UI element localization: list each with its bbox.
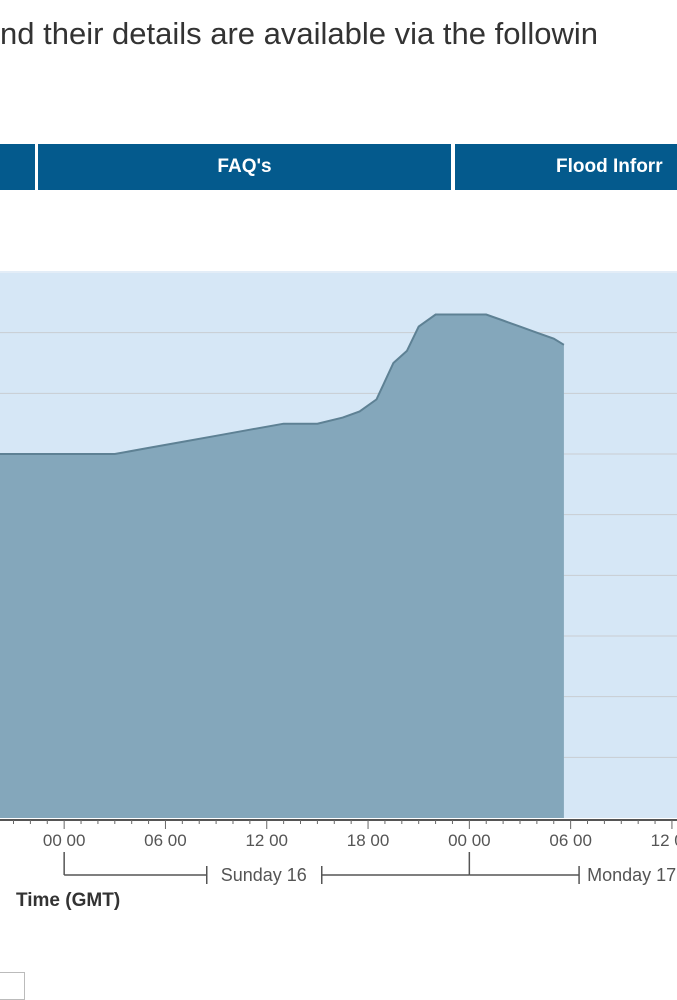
x-tick-label: 00 00 (448, 831, 491, 850)
corner-box (0, 972, 25, 1000)
nav-tab-flood-information[interactable]: Flood Inforr (455, 144, 677, 190)
day-brackets: Sunday 16 Monday 17 (63, 852, 676, 885)
x-tick-label: 12 00 (245, 831, 288, 850)
level-line (0, 313, 565, 455)
nav-tab-faqs[interactable]: FAQ's (38, 144, 451, 190)
x-tick-label: 00 00 (43, 831, 86, 850)
x-axis-title: Time (GMT) (16, 890, 120, 911)
x-tick-label: 06 00 (144, 831, 187, 850)
x-axis-ticks (13, 820, 673, 829)
x-axis-tick-labels: 00 00 06 00 12 00 18 00 00 00 06 00 12 00 (43, 831, 677, 850)
intro-text: nd their details are available via the f… (0, 16, 598, 51)
day-label-monday: Monday 17 (587, 865, 676, 885)
x-tick-label: 12 00 (651, 831, 677, 850)
day-label-sunday: Sunday 16 (221, 865, 307, 885)
x-tick-label: 18 00 (347, 831, 390, 850)
nav-tab-previous[interactable] (0, 144, 35, 190)
x-tick-label: 06 00 (549, 831, 592, 850)
level-area (0, 314, 564, 818)
nav-bar: FAQ's Flood Inforr (0, 144, 677, 190)
